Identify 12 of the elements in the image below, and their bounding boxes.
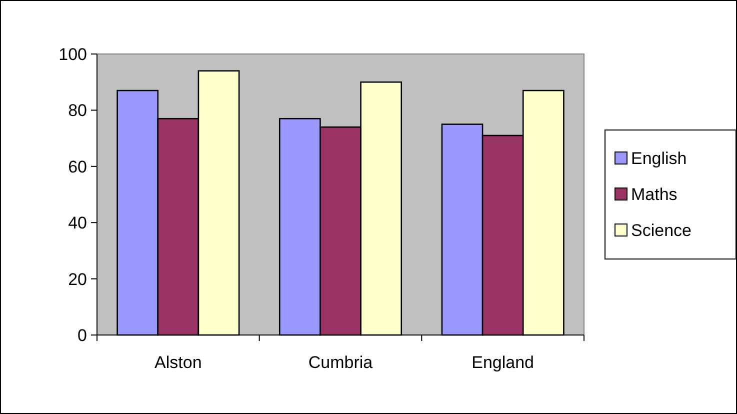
y-tick-label: 20	[68, 270, 87, 289]
legend-label: English	[631, 148, 687, 168]
y-tick-label: 100	[58, 44, 87, 64]
legend-label: Maths	[631, 184, 678, 204]
x-tick-label: Cumbria	[308, 353, 374, 372]
legend-label: Science	[631, 220, 692, 240]
y-tick-label: 0	[78, 326, 87, 345]
x-tick-label: England	[472, 353, 534, 372]
y-tick-label: 60	[68, 157, 87, 176]
y-tick-label: 40	[68, 214, 87, 233]
x-tick-label: Alston	[154, 353, 202, 372]
y-tick-label: 80	[68, 101, 87, 120]
